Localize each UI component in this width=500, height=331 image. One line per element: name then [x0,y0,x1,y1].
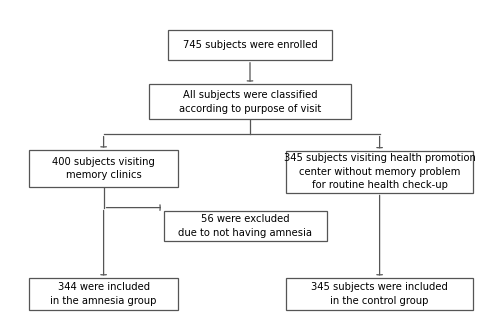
FancyBboxPatch shape [164,211,327,241]
Text: All subjects were classified
according to purpose of visit: All subjects were classified according t… [179,90,321,114]
Text: 745 subjects were enrolled: 745 subjects were enrolled [182,40,318,50]
FancyBboxPatch shape [286,151,473,193]
FancyBboxPatch shape [29,278,178,310]
FancyBboxPatch shape [168,30,332,60]
FancyBboxPatch shape [149,84,351,119]
FancyBboxPatch shape [286,278,473,310]
FancyBboxPatch shape [29,150,178,187]
Text: 56 were excluded
due to not having amnesia: 56 were excluded due to not having amnes… [178,214,312,238]
Text: 345 subjects were included
in the control group: 345 subjects were included in the contro… [311,282,448,306]
Text: 345 subjects visiting health promotion
center without memory problem
for routine: 345 subjects visiting health promotion c… [284,153,476,190]
Text: 400 subjects visiting
memory clinics: 400 subjects visiting memory clinics [52,157,155,180]
Text: 344 were included
in the amnesia group: 344 were included in the amnesia group [50,282,157,306]
